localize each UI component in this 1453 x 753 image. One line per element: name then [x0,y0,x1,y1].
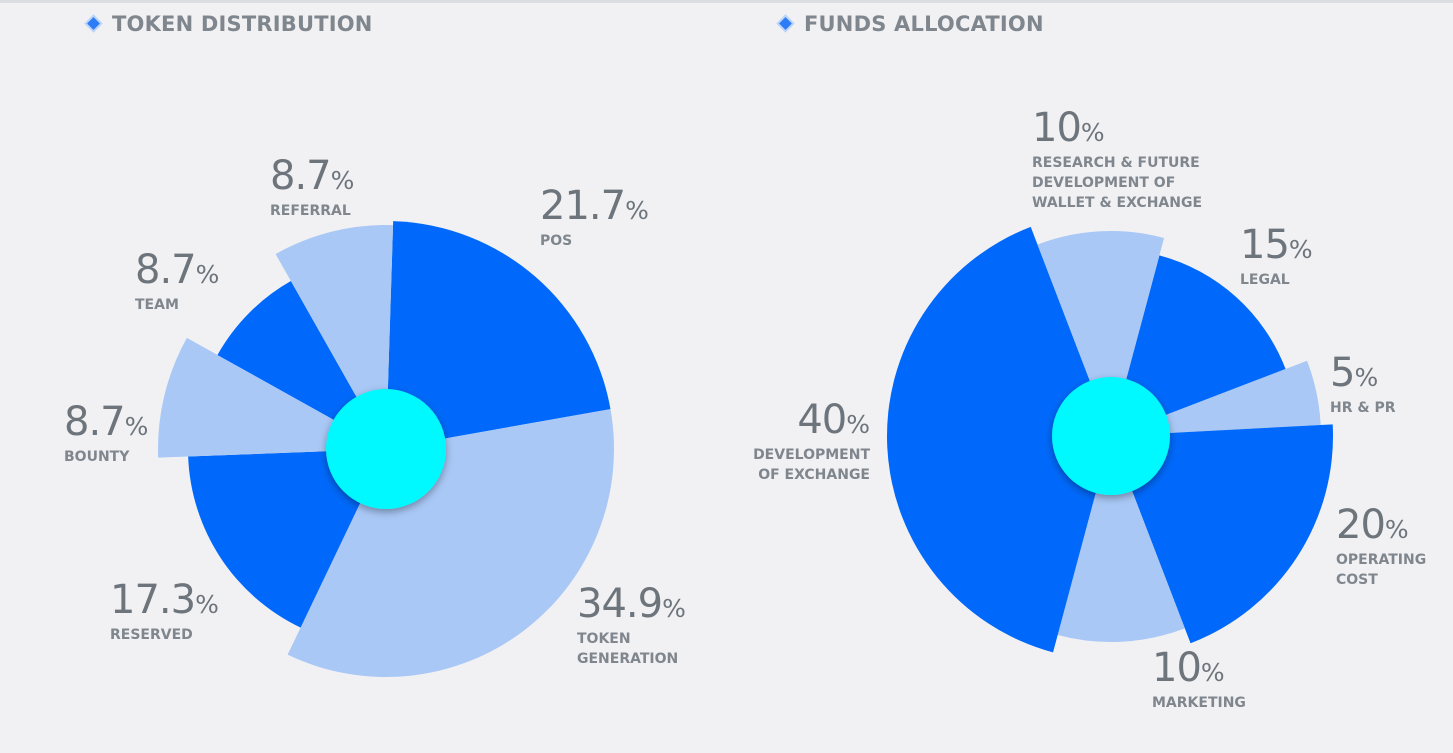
percent-sign: % [124,412,149,441]
percent-sign: % [625,196,649,225]
slice-percent-value: 10 [1152,645,1202,691]
pie-slice-marketing [1057,436,1185,643]
slice-label: 8.7% REFERRAL [270,156,354,221]
percent-sign: % [195,260,220,289]
percent-sign: % [1354,363,1379,392]
slice-percent: 8.7% [135,250,219,295]
slice-label: 17.3% RESERVED [110,580,219,645]
token-distribution-title: TOKEN DISTRIBUTION [88,12,373,36]
slice-caption: TEAM [135,297,179,313]
slice-caption: TOKEN GENERATION [577,631,679,667]
slice-caption: LEGAL [1240,272,1290,288]
slice-percent-value: 40 [797,397,847,443]
slice-percent-value: 21.7 [540,183,626,229]
slice-caption: POS [540,233,573,249]
funds-allocation-title: FUNDS ALLOCATION [780,12,1044,36]
slice-percent-value: 15 [1240,222,1290,268]
percent-sign: % [1384,515,1409,544]
percent-sign: % [846,410,870,439]
slice-label: 8.7% TEAM [135,250,219,315]
pie-center-hub [1052,377,1170,495]
slice-label: 34.9% TOKEN GENERATION [577,584,686,669]
slice-percent-value: 10 [1032,105,1082,151]
percent-sign: % [1288,235,1313,264]
slice-percent-value: 5 [1330,350,1355,396]
pie-slice-operating-cost [1111,424,1333,644]
percent-sign: % [1200,658,1225,687]
pie-slice-bounty [158,337,386,458]
pie-center-hub [326,389,446,509]
token-distribution-title-text: TOKEN DISTRIBUTION [112,12,373,36]
slice-percent: 17.3% [110,580,219,625]
slice-label: 21.7% POS [540,186,649,251]
funds-allocation-title-text: FUNDS ALLOCATION [804,12,1044,36]
slice-label: 15% LEGAL [1240,225,1313,290]
pie-slice-reserved [188,449,386,628]
slice-label: 10% MARKETING [1152,648,1246,713]
slice-percent: 34.9% [577,584,686,629]
slice-caption: REFERRAL [270,203,351,219]
pie-slice-research-future-development-of-wallet-exchange [1037,230,1165,436]
slice-percent: 20% [1336,505,1426,550]
slice-caption: HR & PR [1330,400,1396,416]
percent-sign: % [662,594,686,623]
slice-label: 40% DEVELOPMENT OF EXCHANGE [753,400,870,485]
slice-percent: 8.7% [270,156,354,201]
slice-caption: MARKETING [1152,695,1246,711]
slice-caption: RESEARCH & FUTURE DEVELOPMENT OF WALLET … [1032,155,1203,211]
slice-percent-value: 8.7 [64,399,126,445]
slice-label: 20% OPERATING COST [1336,505,1426,590]
pie-slice-legal [1111,255,1286,436]
slice-caption: DEVELOPMENT OF EXCHANGE [753,447,870,483]
pie-slice-token-generation [287,409,614,677]
percent-sign: % [1080,118,1105,147]
slice-label: 8.7% BOUNTY [64,402,148,467]
slice-percent-value: 34.9 [577,581,663,627]
percent-sign: % [330,166,355,195]
slice-percent-value: 8.7 [270,153,332,199]
slice-percent: 5% [1330,353,1396,398]
slice-percent: 40% [753,400,870,445]
slice-caption: RESERVED [110,627,193,643]
slice-percent: 15% [1240,225,1313,270]
slice-label: 5% HR & PR [1330,353,1396,418]
slice-caption: OPERATING COST [1336,552,1427,588]
pie-slice-development-of-exchange [887,226,1111,653]
slice-percent-value: 20 [1336,502,1386,548]
top-divider [0,0,1453,3]
slice-percent: 8.7% [64,402,148,447]
slice-percent: 10% [1152,648,1246,693]
percent-sign: % [195,590,219,619]
slice-percent: 10% [1032,108,1202,153]
slice-percent: 21.7% [540,186,649,231]
pie-slice-pos [386,221,611,449]
slice-label: 10% RESEARCH & FUTURE DEVELOPMENT OF WALL… [1032,108,1202,213]
slice-percent-value: 8.7 [135,247,197,293]
slice-percent-value: 17.3 [110,577,196,623]
slice-caption: BOUNTY [64,449,130,465]
pie-slice-referral [275,225,394,449]
